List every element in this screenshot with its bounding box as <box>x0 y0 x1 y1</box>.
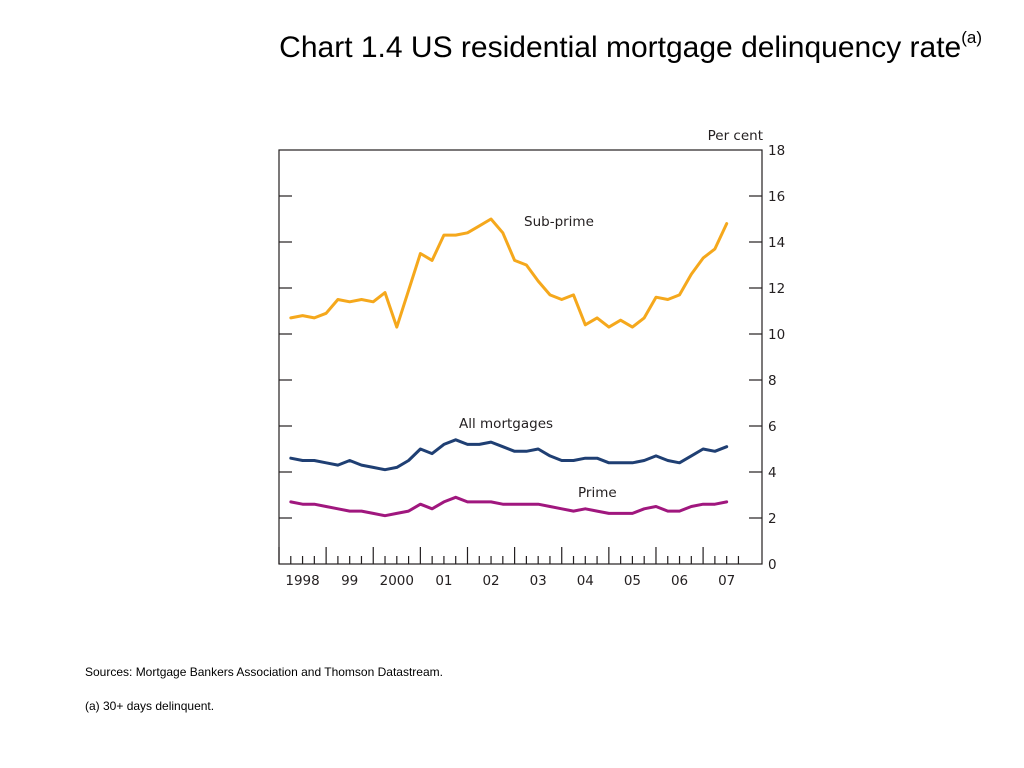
x-tick-label: 2000 <box>380 573 414 589</box>
y-tick-label: 6 <box>768 419 777 435</box>
series-layer <box>289 217 729 518</box>
x-tick-label: 01 <box>435 573 452 589</box>
y-tick-label: 16 <box>768 189 785 205</box>
series-label-all-mortgages: All mortgages <box>459 416 553 432</box>
x-tick-label: 02 <box>482 573 499 589</box>
y-tick-label: 0 <box>768 557 777 573</box>
page-title: Chart 1.4 US residential mortgage delinq… <box>279 28 982 65</box>
y-tick-label: 8 <box>768 373 777 389</box>
footnote: (a) 30+ days delinquent. <box>85 699 215 713</box>
series-label-sub-prime: Sub-prime <box>524 214 594 230</box>
x-tick-label: 99 <box>341 573 358 589</box>
y-tick-label: 10 <box>768 327 785 343</box>
y-tick-label: 4 <box>768 465 777 481</box>
sources-note: Sources: Mortgage Bankers Association an… <box>85 665 443 679</box>
x-tick-label: 04 <box>577 573 594 589</box>
y-tick-label: 2 <box>768 511 777 527</box>
series-label-prime: Prime <box>578 485 617 501</box>
y-tick-label: 18 <box>768 143 785 159</box>
y-tick-label: 14 <box>768 235 785 251</box>
x-tick-label: 07 <box>718 573 735 589</box>
series-line-sub-prime <box>289 217 729 329</box>
title-superscript: (a) <box>961 28 982 47</box>
title-text: Chart 1.4 US residential mortgage delinq… <box>279 31 962 64</box>
y-axis-label: Per cent <box>708 128 763 144</box>
x-tick-label: 03 <box>530 573 547 589</box>
x-tick-label: 06 <box>671 573 688 589</box>
y-tick-label: 12 <box>768 281 785 297</box>
series-line-all-mortgages <box>289 438 729 472</box>
x-tick-label: 05 <box>624 573 641 589</box>
plot-frame <box>278 149 763 565</box>
labels-layer: Per cent Sub-prime All mortgages Prime <box>459 128 763 501</box>
x-tick-label: 1998 <box>285 573 319 589</box>
series-line-prime <box>289 495 729 518</box>
